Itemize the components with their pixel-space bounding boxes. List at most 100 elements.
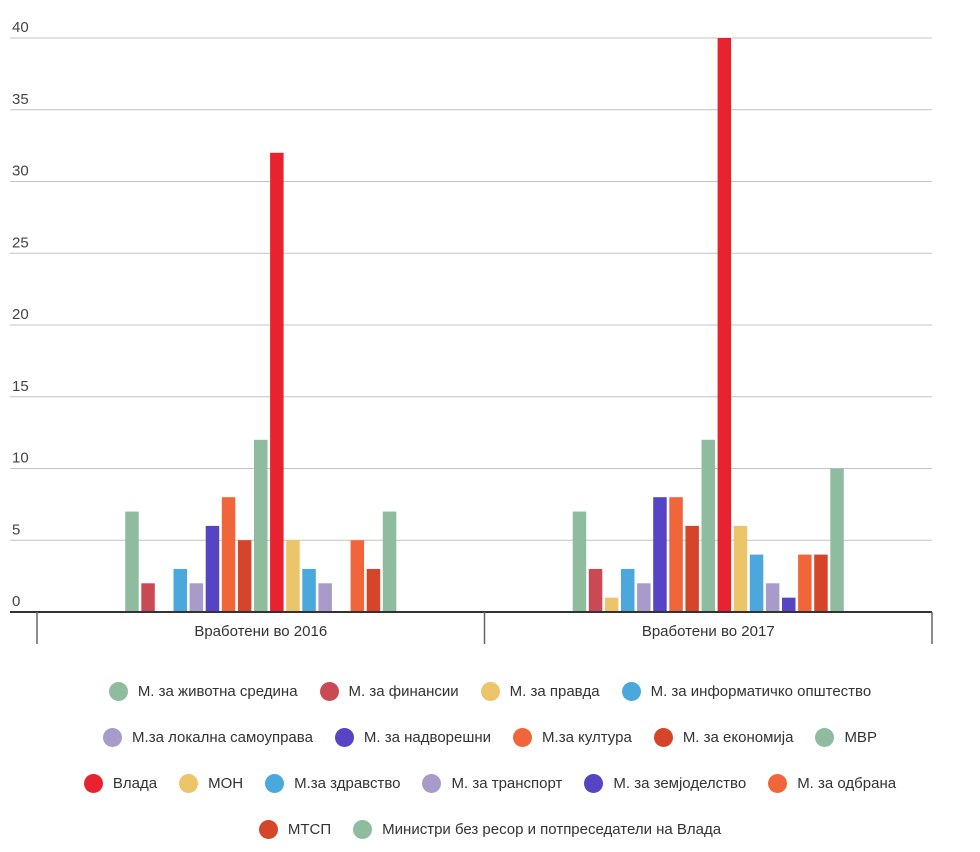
legend-item[interactable]: М. за правда	[480, 681, 600, 701]
legend-item[interactable]: М. за надворешни	[334, 727, 492, 747]
legend-label: МТСП	[287, 820, 332, 838]
y-tick-label: 40	[12, 19, 29, 36]
bar	[141, 583, 155, 612]
y-tick-label: 5	[12, 521, 20, 538]
bar	[685, 525, 699, 612]
legend-label: М.за локална самоуправа	[132, 728, 313, 746]
bars	[125, 38, 844, 613]
legend-label: М. за финансии	[348, 682, 459, 700]
bar	[830, 468, 844, 612]
legend-item[interactable]: МТСП	[258, 819, 332, 839]
bar	[749, 554, 764, 612]
legend-item[interactable]: М. за транспорт	[422, 773, 563, 793]
legend-swatch	[108, 681, 128, 701]
bar	[318, 583, 332, 612]
legend-swatch	[513, 727, 533, 747]
bar	[270, 152, 284, 613]
y-tick-label: 25	[12, 234, 29, 251]
bar	[205, 525, 220, 612]
legend-label: Влада	[112, 774, 158, 792]
legend-item[interactable]: М.за култура	[513, 727, 632, 747]
bar	[302, 568, 316, 612]
legend-swatch	[334, 727, 354, 747]
legend-item[interactable]: М. за финансии	[319, 681, 459, 701]
legend-swatch	[768, 773, 788, 793]
x-category-label: Вработени во 2016	[194, 623, 327, 640]
legend-swatch	[422, 773, 442, 793]
legend-swatch	[815, 727, 835, 747]
bar	[717, 38, 732, 612]
legend-item[interactable]: М. за животна средина	[108, 681, 298, 701]
bar	[621, 568, 635, 612]
legend-item[interactable]: МОН	[179, 773, 244, 793]
legend-swatch	[653, 727, 673, 747]
legend-swatch	[258, 819, 278, 839]
legend-label: Министри без ресор и потпреседатели на В…	[382, 820, 722, 838]
legend-item[interactable]: М. за економија	[653, 727, 794, 747]
legend-row: МТСП Министри без ресор и потпреседатели …	[0, 806, 980, 852]
x-category-label: Вработени во 2017	[642, 623, 775, 640]
legend-label: М. за транспорт	[451, 774, 563, 792]
bar	[173, 568, 187, 612]
bar	[366, 568, 381, 612]
legend-row: Влада МОН М.за здравство М. за транспорт М. …	[0, 760, 980, 806]
legend-swatch	[480, 681, 500, 701]
legend-item[interactable]: М. за одбрана	[768, 773, 897, 793]
y-tick-label: 10	[12, 450, 29, 467]
legend-item[interactable]: М. за земјоделство	[584, 773, 746, 793]
bar	[588, 568, 603, 612]
bar	[653, 497, 667, 612]
bar	[572, 511, 587, 612]
legend: М. за животна средина М. за финансии М. за…	[0, 668, 980, 852]
bar	[669, 497, 683, 612]
legend-item[interactable]: М.за здравство	[265, 773, 401, 793]
y-tick-label: 35	[12, 91, 29, 108]
gridlines	[10, 37, 932, 541]
legend-label: М. за одбрана	[797, 774, 897, 792]
bar	[286, 540, 300, 612]
legend-label: М. за информатичко општество	[650, 682, 872, 700]
bar	[604, 597, 619, 612]
legend-row: М. за животна средина М. за финансии М. за…	[0, 668, 980, 714]
legend-label: МОН	[208, 774, 244, 792]
y-tick-label: 15	[12, 378, 29, 395]
legend-label: М.за здравство	[294, 774, 401, 792]
legend-swatch	[83, 773, 103, 793]
legend-item[interactable]: М.за локална самоуправа	[103, 727, 313, 747]
legend-label: М. за економија	[682, 728, 794, 746]
bar	[237, 540, 252, 612]
legend-swatch	[319, 681, 339, 701]
bar	[189, 583, 204, 612]
legend-row: М.за локална самоуправа М. за надворешни М…	[0, 714, 980, 760]
legend-item[interactable]: Министри без ресор и потпреседатели на В…	[353, 819, 722, 839]
bar	[382, 511, 397, 612]
bar	[701, 439, 715, 612]
bar	[733, 525, 748, 612]
legend-swatch	[621, 681, 641, 701]
x-axis: Вработени во 2016 Вработени во 2017	[10, 611, 933, 644]
legend-item[interactable]: М. за информатичко општество	[621, 681, 872, 701]
legend-label: М. за животна средина	[137, 682, 298, 700]
y-axis-tick-labels: 0 5 10 15 20 25 30 35 40	[12, 19, 29, 610]
y-tick-label: 30	[12, 163, 29, 180]
y-tick-label: 0	[12, 593, 20, 610]
legend-label: МВР	[844, 728, 877, 746]
y-tick-label: 20	[12, 306, 29, 323]
bar	[782, 597, 796, 612]
legend-label: М. за надворешни	[363, 728, 492, 746]
legend-label: М.за култура	[542, 728, 632, 746]
bar	[765, 583, 780, 612]
legend-swatch	[584, 773, 604, 793]
bar	[125, 511, 139, 612]
legend-label: М. за правда	[509, 682, 600, 700]
legend-swatch	[103, 727, 123, 747]
legend-swatch	[265, 773, 285, 793]
bar	[221, 497, 236, 612]
legend-item[interactable]: МВР	[815, 727, 877, 747]
bar	[637, 583, 651, 612]
legend-swatch	[179, 773, 199, 793]
bar	[798, 554, 812, 612]
bar	[350, 540, 365, 612]
legend-item[interactable]: Влада	[83, 773, 158, 793]
